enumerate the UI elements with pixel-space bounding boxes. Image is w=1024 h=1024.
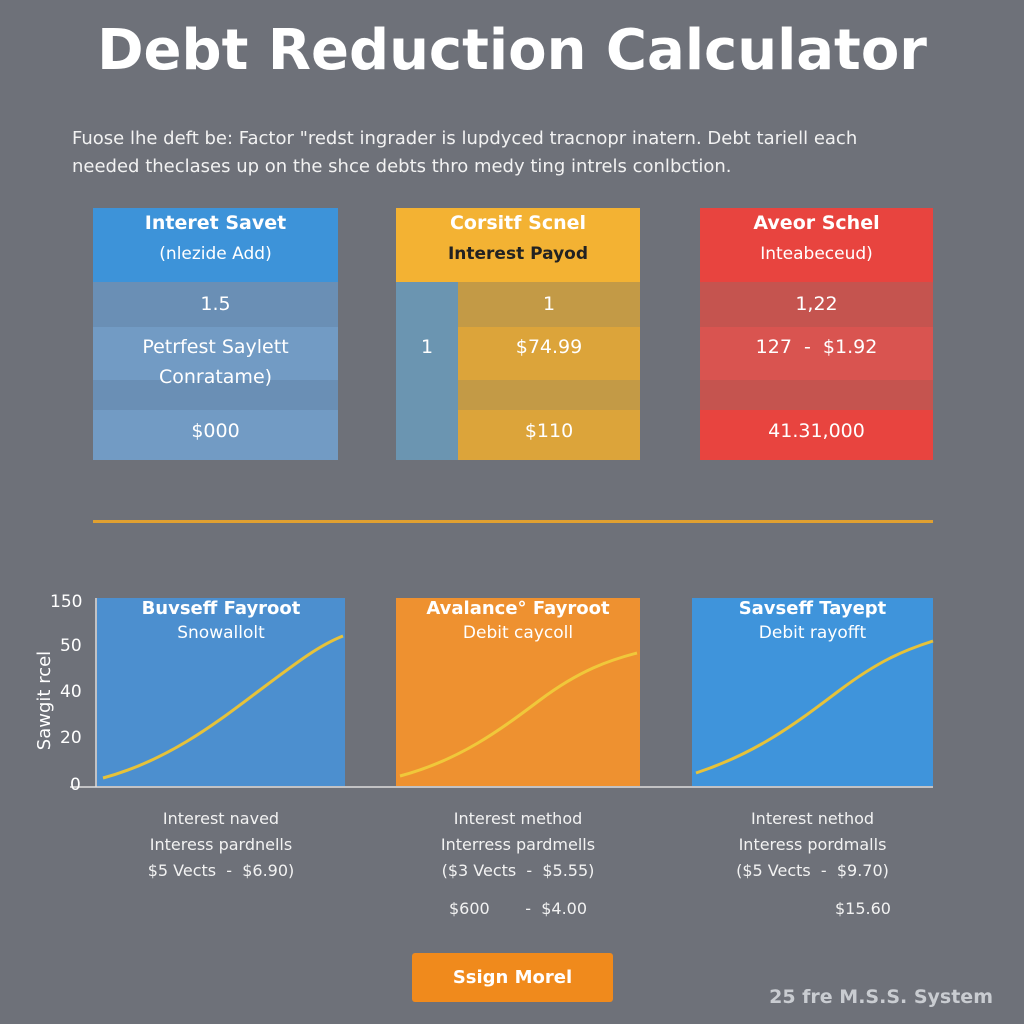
description: needed theclases up on the shce debts th… — [72, 156, 732, 177]
button[interactable]: Ssign Morel — [412, 953, 613, 1002]
note: Interess pardnells — [149, 835, 293, 854]
note: Interest method — [453, 809, 583, 828]
card-subtitle: Interest Payod — [447, 244, 589, 264]
row — [93, 282, 338, 327]
card-header — [396, 208, 640, 282]
row — [700, 410, 933, 460]
y-tick-label: 40 — [60, 682, 82, 702]
card-subtitle: Inteabeceud) — [760, 244, 873, 264]
note: ($5 Vects - $9.70) — [736, 861, 889, 880]
y-axis-label: Sawgit rcel — [34, 650, 56, 751]
cell: Petrfest Saylett — [142, 336, 289, 358]
cell: 1,22 — [795, 293, 838, 315]
footer: 25 fre M.S.S. System — [769, 986, 993, 1008]
card-title: Corsitf Scnel — [449, 212, 587, 234]
panel-subtitle: Snowallolt — [177, 623, 265, 643]
panel — [97, 598, 345, 786]
panel-title: Avalance° Fayroot — [426, 598, 610, 619]
cell: 1 — [420, 336, 434, 358]
row — [93, 410, 338, 460]
row — [458, 282, 640, 327]
row — [458, 327, 640, 380]
card-title: Aveor Schel — [753, 212, 880, 234]
note: $5 Vects - $6.90) — [147, 861, 295, 880]
note: Interest nethod — [750, 809, 875, 828]
y-tick-label: 20 — [60, 728, 82, 748]
note: $600 - $4.00 — [448, 899, 588, 918]
cell: $74.99 — [515, 336, 583, 358]
curve — [102, 634, 344, 780]
curve — [399, 651, 638, 778]
y-tick-label: 150 — [50, 592, 83, 612]
cell: 1.5 — [200, 293, 231, 315]
y-tick-label: 50 — [60, 636, 82, 656]
curve — [695, 639, 934, 775]
panel — [692, 598, 933, 786]
divider — [93, 520, 933, 523]
row — [458, 410, 640, 460]
row — [700, 380, 933, 410]
note: ($3 Vects - $5.55) — [441, 861, 595, 880]
panel-title: Savseff Tayept — [738, 598, 887, 619]
row — [458, 380, 640, 410]
row — [93, 380, 338, 410]
note: $15.60 — [835, 899, 891, 918]
row — [700, 282, 933, 327]
card-header — [700, 208, 933, 282]
column — [396, 282, 458, 460]
panel-subtitle: Debit caycoll — [462, 623, 574, 643]
card-subtitle: (nlezide Add) — [159, 244, 272, 264]
y-tick-label: 0 — [70, 775, 81, 795]
panel-subtitle: Debit rayofft — [758, 623, 867, 643]
panel — [396, 598, 640, 786]
cell: 127 - $1.92 — [755, 336, 878, 358]
note: Interress pardmells — [440, 835, 596, 854]
card-title: Interet Savet — [144, 212, 287, 234]
row — [93, 327, 338, 380]
cell: 1 — [542, 293, 556, 315]
row — [700, 327, 933, 380]
cell: Conratame) — [158, 366, 273, 388]
note: Interest naved — [162, 809, 280, 828]
cell: 41.31,000 — [768, 420, 865, 442]
cell: $110 — [524, 420, 574, 442]
title: Debt Reduction Calculator — [97, 18, 927, 83]
cell: $000 — [191, 420, 240, 442]
card-header — [93, 208, 338, 282]
note: Interess pordmalls — [738, 835, 887, 854]
panel-title: Buvseff Fayroot — [141, 598, 301, 619]
description: Fuose lhe deft be: Factor "redst ingrade… — [72, 128, 858, 149]
